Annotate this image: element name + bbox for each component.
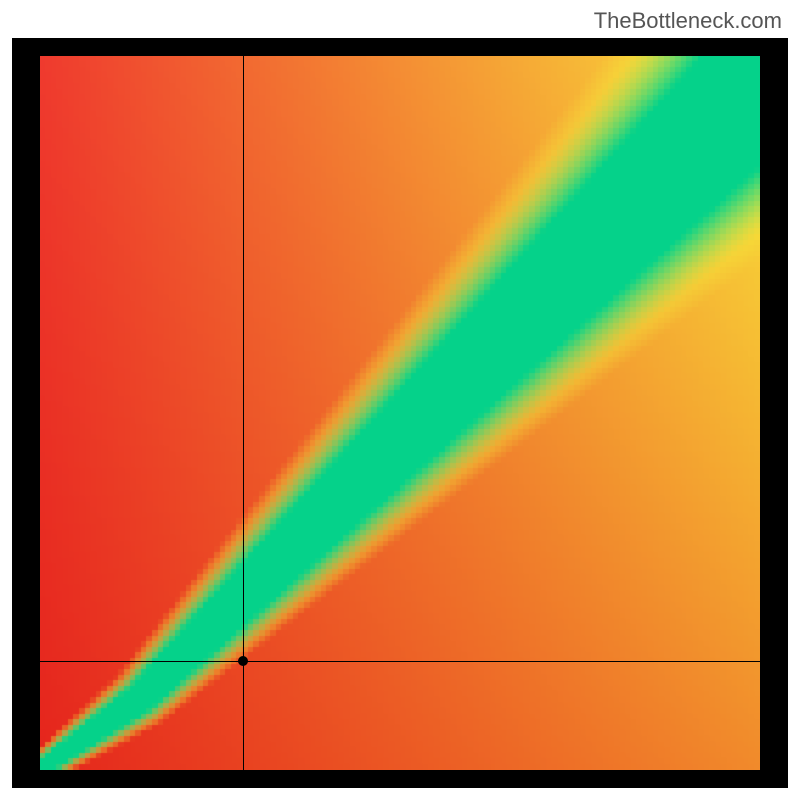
heatmap-plot: [40, 56, 760, 770]
watermark-text: TheBottleneck.com: [594, 8, 782, 34]
root-container: TheBottleneck.com: [0, 0, 800, 800]
crosshair-horizontal: [40, 661, 760, 662]
heatmap-canvas: [40, 56, 760, 770]
chart-frame: [12, 38, 788, 788]
data-point-marker: [238, 656, 248, 666]
